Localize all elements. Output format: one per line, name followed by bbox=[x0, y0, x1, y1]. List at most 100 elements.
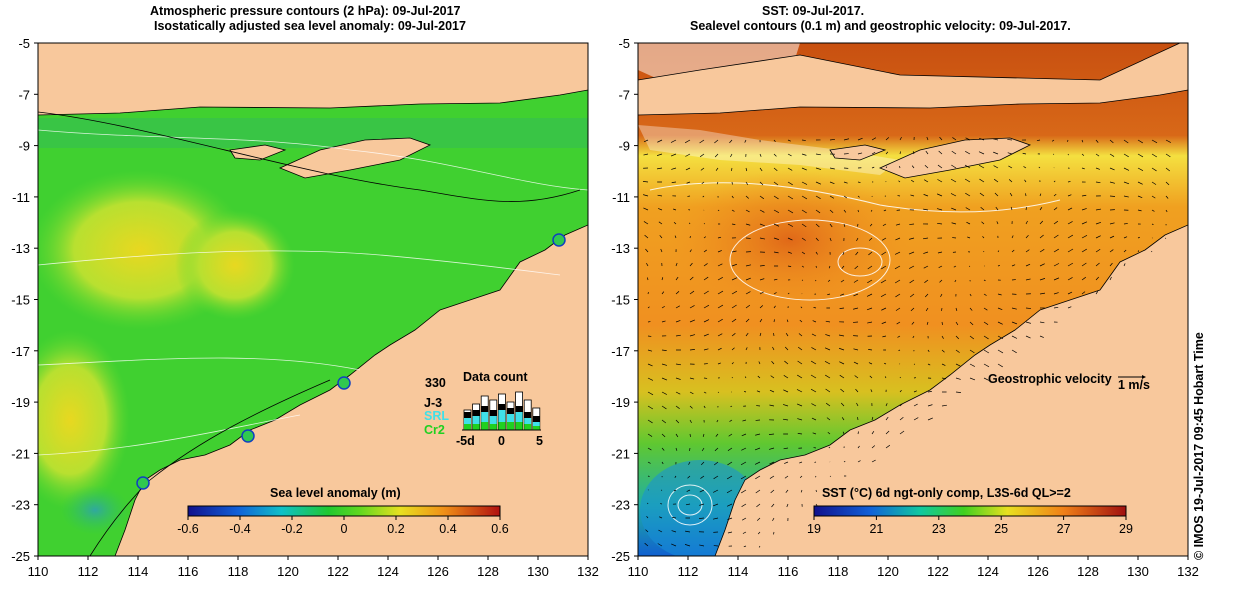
right-y-tick-label: -25 bbox=[611, 549, 630, 564]
land-sumba bbox=[829, 144, 887, 161]
data-count-bar-srl bbox=[532, 422, 540, 426]
right-x-tick-label: 126 bbox=[1027, 564, 1049, 579]
data-count-bar-j3 bbox=[472, 410, 480, 416]
data-count-bar-j3 bbox=[498, 404, 506, 410]
left-x-tick-label: 120 bbox=[277, 564, 299, 579]
geostrophic-velocity-field bbox=[642, 136, 1171, 548]
left-y-tick-label: -11 bbox=[12, 190, 30, 205]
right-x-tick-label: 114 bbox=[728, 564, 749, 579]
data-count-axis-end: 5 bbox=[536, 434, 543, 448]
data-count-bar-cr2 bbox=[515, 422, 523, 430]
velocity-legend-label: Geostrophic velocity bbox=[988, 372, 1112, 386]
data-count-bar-srl bbox=[489, 416, 497, 424]
data-count-title: Data count bbox=[463, 370, 528, 384]
data-count-bar-srl bbox=[524, 418, 532, 424]
sla-high-anomaly bbox=[38, 330, 130, 510]
right-y-tick-label: -21 bbox=[611, 446, 630, 461]
data-count-bar-srl bbox=[481, 412, 489, 422]
mission-label-cr2: Cr2 bbox=[424, 423, 445, 437]
data-count-bar-cr2 bbox=[507, 422, 514, 430]
data-count-bar-cr2 bbox=[472, 424, 480, 430]
left-title-line2: Isostatically adjusted sea level anomaly… bbox=[154, 19, 466, 33]
imos-credit: © IMOS 19-Jul-2017 09:45 Hobart Time bbox=[1192, 332, 1206, 560]
left-y-tick-label: -25 bbox=[11, 549, 30, 564]
data-count-bars bbox=[463, 391, 541, 431]
land-java-timor-islands bbox=[38, 43, 588, 116]
right-x-tick-label: 110 bbox=[628, 564, 649, 579]
data-count-bar-j3 bbox=[464, 412, 471, 418]
right-y-tick-label: -5 bbox=[618, 36, 630, 51]
left-colorbar-label: Sea level anomaly (m) bbox=[270, 486, 401, 500]
data-count-bar-srl bbox=[464, 418, 471, 424]
right-title-line2: Sealevel contours (0.1 m) and geostrophi… bbox=[690, 19, 1071, 33]
right-colorbar-tick-label: 21 bbox=[869, 522, 883, 536]
right-colorbar-tick-label: 23 bbox=[932, 522, 946, 536]
left-colorbar-ramp bbox=[187, 505, 501, 517]
left-colorbar-tick-label: -0.6 bbox=[177, 522, 199, 536]
left-x-tick-label: 124 bbox=[377, 564, 399, 579]
left-y-tick-label: -5 bbox=[18, 36, 30, 51]
left-x-tick-label: 114 bbox=[128, 564, 149, 579]
data-count-bar-cr2 bbox=[489, 424, 497, 430]
left-map-panel bbox=[38, 43, 588, 556]
land-timor bbox=[278, 137, 432, 179]
left-y-tick-label: -13 bbox=[11, 241, 30, 256]
right-x-tick-label: 122 bbox=[927, 564, 949, 579]
right-title-line1: SST: 09-Jul-2017. bbox=[762, 4, 865, 18]
right-y-tick-label: -17 bbox=[611, 344, 630, 359]
right-y-tick-label: -13 bbox=[611, 241, 630, 256]
right-colorbar-label: SST (°C) 6d ngt-only comp, L3S-6d QL>=2 bbox=[822, 486, 1071, 500]
left-colorbar-tick-label: 0 bbox=[341, 522, 348, 536]
right-axes: 110 112 114 116 118 120 122 124 126 128 130 132 -5 -7… bbox=[611, 36, 1199, 579]
left-axes: 110 112 114 116 118 120 122 124 126 128 130 132 -5 -7… bbox=[11, 36, 599, 579]
land-sumba bbox=[229, 144, 287, 161]
right-x-tick-label: 116 bbox=[778, 564, 799, 579]
velocity-scale-label: 1 m/s bbox=[1118, 378, 1150, 392]
data-count-inset: Data count 330 J-3 SRL Cr2 -5d 0 5 bbox=[424, 370, 543, 448]
left-y-tick-label: -17 bbox=[11, 344, 30, 359]
right-y-tick-label: -15 bbox=[611, 293, 630, 308]
left-colorbar-tick-label: 0.6 bbox=[491, 522, 508, 536]
right-x-tick-label: 130 bbox=[1127, 564, 1149, 579]
left-colorbar-tick-label: -0.2 bbox=[281, 522, 303, 536]
tide-gauge-marker bbox=[337, 376, 351, 390]
data-count-bar-j3 bbox=[515, 406, 523, 412]
right-colorbar-ramp bbox=[813, 505, 1127, 517]
data-count-bar-srl bbox=[507, 414, 514, 422]
right-colorbar-tick-label: 19 bbox=[807, 522, 821, 536]
right-colorbar-tick-label: 29 bbox=[1119, 522, 1133, 536]
left-x-tick-label: 122 bbox=[327, 564, 349, 579]
tide-gauge-marker bbox=[552, 233, 566, 247]
left-colorbar-tick-label: 0.2 bbox=[387, 522, 404, 536]
right-colorbar-tick-label: 27 bbox=[1057, 522, 1071, 536]
data-count-bar-cr2 bbox=[532, 426, 540, 430]
data-count-bar-j3 bbox=[481, 406, 489, 412]
data-count-bar-j3 bbox=[524, 412, 532, 418]
sla-low-anomaly bbox=[60, 485, 130, 535]
land-timor bbox=[878, 137, 1032, 179]
right-x-tick-label: 112 bbox=[678, 564, 699, 579]
right-x-tick-label: 120 bbox=[877, 564, 899, 579]
left-x-tick-label: 118 bbox=[228, 564, 249, 579]
left-colorbar: Sea level anomaly (m) -0.6 -0.4 -0.2 0 0.2 0.… bbox=[177, 486, 509, 536]
land-java-timor-islands bbox=[638, 43, 1188, 116]
left-x-tick-label: 128 bbox=[477, 564, 499, 579]
data-count-bar-cr2 bbox=[524, 424, 532, 430]
sea-level-contours bbox=[649, 182, 1061, 526]
data-count-bar-cr2 bbox=[498, 422, 506, 430]
data-count-axis-zero: 0 bbox=[498, 434, 505, 448]
right-x-tick-label: 124 bbox=[977, 564, 999, 579]
tide-gauge-marker bbox=[136, 476, 150, 490]
left-y-tick-label: -21 bbox=[11, 446, 30, 461]
right-y-tick-label: -19 bbox=[611, 395, 630, 410]
data-count-bar-j3 bbox=[532, 416, 540, 422]
data-count-bar-srl bbox=[472, 416, 480, 424]
data-count-bar-srl bbox=[515, 412, 523, 422]
land-australia bbox=[114, 224, 588, 556]
right-x-tick-label: 132 bbox=[1177, 564, 1199, 579]
right-y-tick-label: -11 bbox=[612, 190, 630, 205]
left-x-tick-label: 110 bbox=[28, 564, 49, 579]
bathymetry-contour bbox=[38, 111, 581, 556]
left-x-tick-label: 132 bbox=[577, 564, 599, 579]
left-y-tick-label: -15 bbox=[11, 293, 30, 308]
